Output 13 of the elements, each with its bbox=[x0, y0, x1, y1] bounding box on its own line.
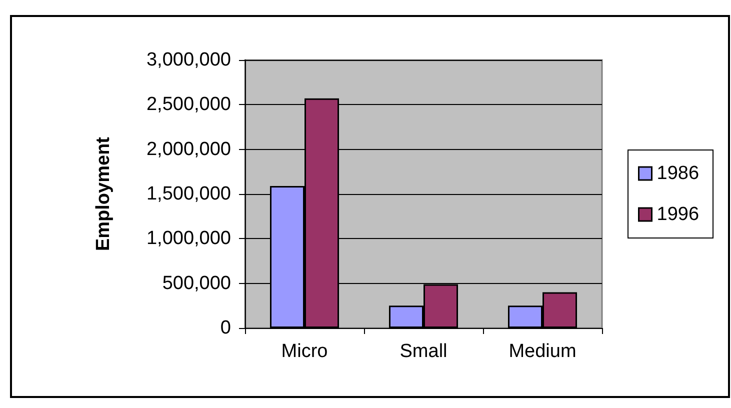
y-tick-label: 1,000,000 bbox=[146, 228, 231, 250]
y-axis-title: Employment bbox=[93, 136, 114, 252]
legend-label: 1986 bbox=[656, 163, 700, 184]
y-tick-label: 2,000,000 bbox=[146, 138, 231, 160]
x-tick-label: Medium bbox=[508, 341, 576, 362]
y-tick-label: 500,000 bbox=[162, 272, 231, 294]
y-tick-label: 3,000,000 bbox=[146, 50, 231, 70]
x-tick-label: Micro bbox=[281, 341, 328, 362]
legend-label: 1996 bbox=[656, 204, 700, 225]
y-tick-label: 2,500,000 bbox=[146, 94, 231, 116]
y-tick-label: 1,500,000 bbox=[146, 184, 231, 204]
y-tick-label: 0 bbox=[220, 318, 231, 338]
x-tick-label: Small bbox=[400, 341, 448, 362]
